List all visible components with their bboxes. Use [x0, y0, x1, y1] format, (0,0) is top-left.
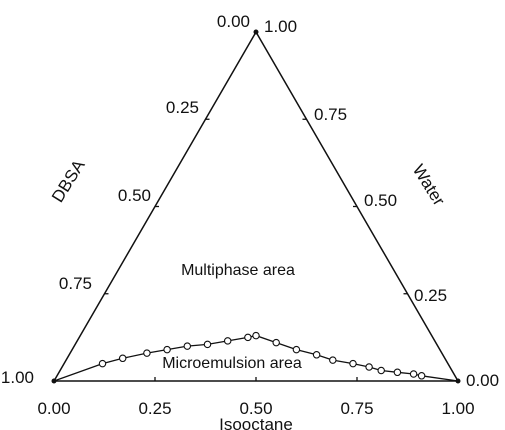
left-tick-1: 0.75	[59, 274, 92, 293]
right-tick-4: 0.00	[466, 371, 499, 390]
right-tick-0: 1.00	[264, 17, 297, 36]
boundary-point-0	[98, 359, 107, 368]
boundary-point-6	[223, 337, 232, 345]
bottom-tick-3: 0.75	[340, 399, 373, 418]
boundary-point-7	[244, 333, 252, 342]
bottom-tick-1: 0.25	[138, 399, 171, 418]
right-tick-1: 0.75	[314, 105, 347, 124]
bottom-axis-title: Isooctane	[219, 415, 293, 430]
left-tick-0: 1.00	[1, 368, 34, 387]
boundary-point-8	[252, 331, 260, 340]
bottom-tick-4: 1.00	[441, 399, 474, 418]
ternary-triangle-frame	[52, 30, 460, 382]
vertex-marker-1	[455, 378, 461, 384]
left-tick-2: 0.50	[118, 186, 151, 205]
boundary-points	[51, 29, 461, 384]
bottom-tick-2: 0.50	[239, 399, 272, 418]
boundary-point-5	[203, 340, 212, 349]
left-tick-3: 0.25	[166, 98, 199, 117]
right-tick-3: 0.25	[414, 286, 447, 305]
boundary-point-17	[409, 370, 418, 378]
vertex-marker-0	[51, 378, 57, 384]
right-axis-title: Water	[409, 161, 449, 209]
boundary-point-15	[377, 366, 385, 375]
boundary-point-10	[292, 345, 301, 354]
boundary-point-13	[349, 359, 357, 368]
boundary-point-11	[312, 351, 321, 359]
microemulsion-area-label: Microemulsion area	[162, 355, 302, 372]
left-axis-title: DBSA	[48, 156, 89, 206]
boundary-point-3	[163, 345, 171, 354]
boundary-point-16	[393, 368, 402, 377]
right-tick-2: 0.50	[364, 191, 397, 210]
bottom-tick-0: 0.00	[37, 399, 70, 418]
boundary-point-4	[183, 342, 192, 350]
boundary-point-12	[329, 356, 337, 364]
tick-marks	[104, 118, 408, 381]
boundary-point-18	[417, 372, 426, 380]
boundary-point-1	[118, 354, 127, 363]
vertex-marker-2	[253, 29, 259, 35]
multiphase-area-label: Multiphase area	[181, 262, 295, 279]
boundary-point-2	[143, 349, 151, 357]
boundary-point-14	[365, 363, 373, 371]
boundary-point-9	[272, 338, 280, 347]
left-tick-4: 0.00	[217, 12, 250, 31]
